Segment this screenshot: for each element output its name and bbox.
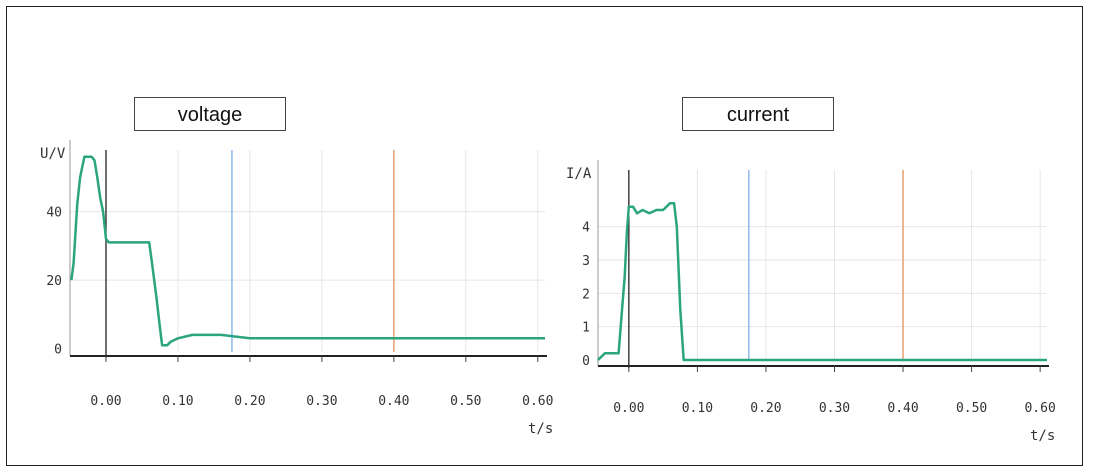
- voltage-y-tick-label: 20: [46, 274, 62, 289]
- current-x-tick-label: 0.50: [956, 401, 987, 416]
- voltage-y-tick-label: 0: [54, 343, 62, 358]
- current-series-line-0: [597, 202, 1047, 362]
- current-y-tick-label: 1: [582, 321, 590, 336]
- current-x-tick-label: 0.40: [887, 401, 918, 416]
- voltage-x-tick-label: 0.00: [90, 394, 121, 409]
- current-x-tick-label: 0.30: [819, 401, 850, 416]
- current-y-axis-label: I/A: [566, 166, 592, 182]
- voltage-y-axis-label: U/V: [40, 146, 66, 162]
- current-x-tick-label: 0.00: [613, 401, 644, 416]
- voltage-x-tick-label: 0.10: [162, 394, 193, 409]
- voltage-x-axis-label: t/s: [528, 421, 553, 437]
- voltage-y-ticks: 0 20 40: [46, 206, 62, 358]
- voltage-x-tick-label: 0.60: [522, 394, 553, 409]
- current-cursors: [748, 170, 904, 360]
- voltage-x-tick-label: 0.30: [306, 394, 337, 409]
- current-y-tick-label: 0: [582, 354, 590, 369]
- current-title-box: current: [682, 97, 834, 131]
- current-x-tick-label: 0.60: [1024, 401, 1055, 416]
- voltage-x-tick-label: 0.40: [378, 394, 409, 409]
- current-series: [597, 202, 1047, 362]
- current-x-tick-label: 0.20: [750, 401, 781, 416]
- current-y-tick-label: 3: [582, 254, 590, 269]
- current-grid: [598, 170, 1047, 360]
- voltage-series: [70, 155, 545, 347]
- voltage-axes: [69, 140, 547, 362]
- voltage-series-line-0: [70, 155, 545, 347]
- voltage-x-tick-label: 0.50: [450, 394, 481, 409]
- current-x-tick-label: 0.10: [682, 401, 713, 416]
- voltage-y-tick-label: 40: [46, 206, 62, 221]
- current-y-tick-label: 2: [582, 287, 590, 302]
- voltage-cursors: [231, 150, 395, 352]
- current-axes: [597, 160, 1049, 372]
- current-x-ticks: 0.00 0.10 0.20 0.30 0.40 0.50 0.60: [613, 401, 1056, 416]
- current-y-ticks: 0 1 2 3 4: [582, 221, 590, 369]
- voltage-title-box: voltage: [134, 97, 286, 131]
- current-x-axis-label: t/s: [1030, 428, 1055, 444]
- voltage-x-ticks: 0.00 0.10 0.20 0.30 0.40 0.50 0.60: [90, 394, 553, 409]
- voltage-x-tick-label: 0.20: [234, 394, 265, 409]
- current-y-tick-label: 4: [582, 221, 590, 236]
